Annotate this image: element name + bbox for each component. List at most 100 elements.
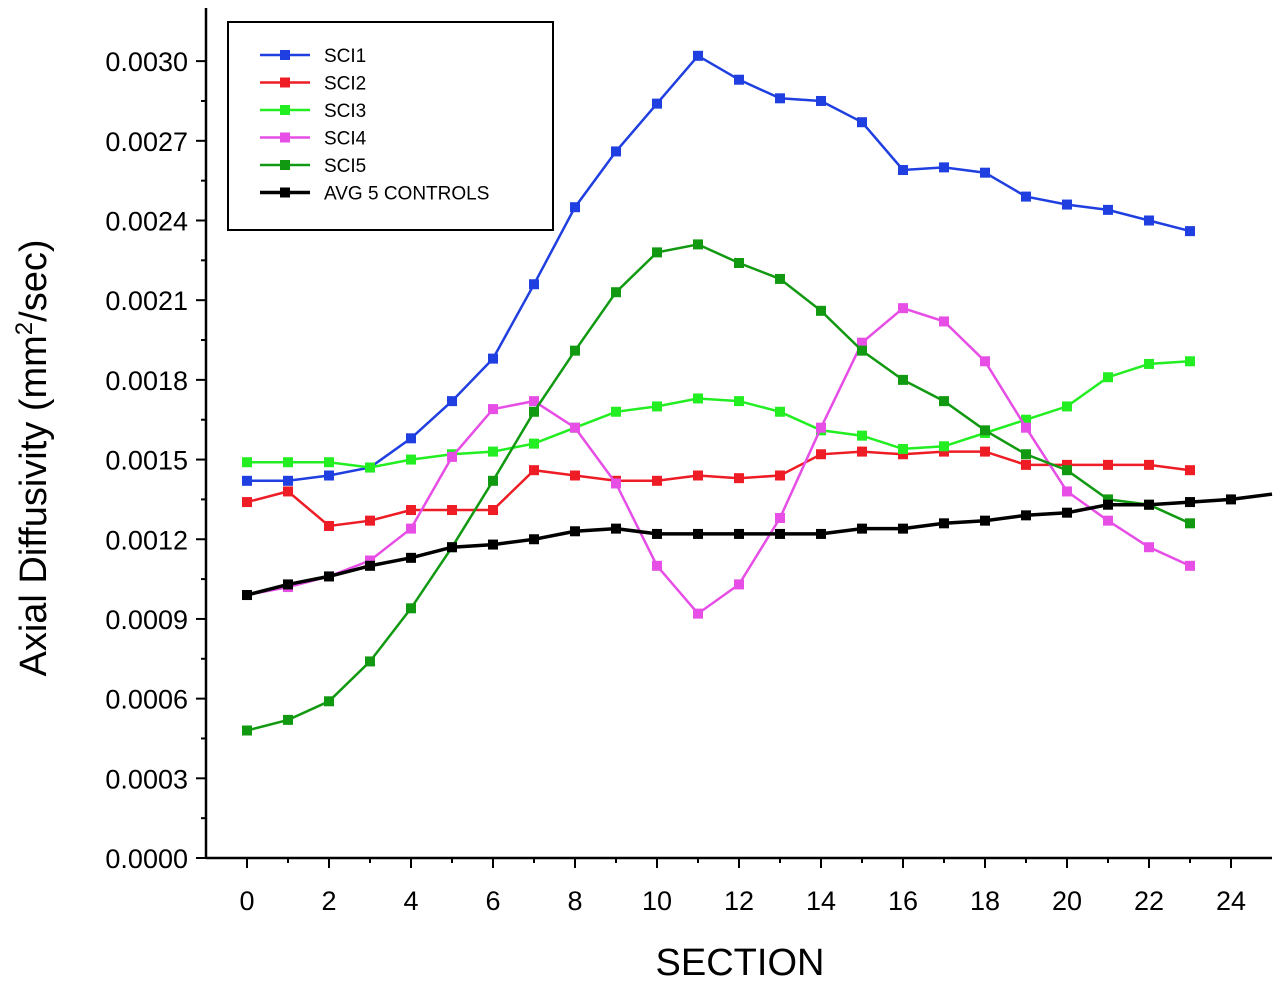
data-point — [857, 345, 867, 356]
data-point — [324, 571, 334, 582]
data-point — [693, 393, 703, 404]
data-point — [816, 422, 826, 433]
legend-marker — [280, 160, 290, 170]
legend-label: SCI1 — [324, 46, 366, 67]
data-point — [980, 515, 990, 526]
data-point — [324, 520, 334, 531]
data-point — [652, 247, 662, 258]
data-point — [1185, 465, 1195, 476]
data-point — [816, 528, 826, 539]
series-group — [242, 50, 1273, 736]
data-point — [365, 656, 375, 667]
data-point — [1062, 507, 1072, 518]
data-point — [529, 438, 539, 449]
y-tick-label: 0.0012 — [105, 525, 188, 555]
data-point — [939, 518, 949, 529]
data-point — [980, 167, 990, 178]
data-point — [898, 523, 908, 534]
data-point — [242, 725, 252, 736]
data-point — [611, 406, 621, 417]
data-point — [283, 475, 293, 486]
data-point — [693, 239, 703, 250]
data-point — [816, 305, 826, 316]
data-point — [324, 457, 334, 468]
legend-label: SCI2 — [324, 74, 366, 95]
data-point — [857, 430, 867, 441]
data-point — [1103, 204, 1113, 215]
data-point — [980, 356, 990, 367]
legend-label: SCI3 — [324, 101, 366, 122]
series-3 — [242, 356, 1195, 473]
data-point — [324, 696, 334, 707]
data-point — [447, 451, 457, 462]
legend-marker — [280, 132, 290, 143]
data-point — [242, 497, 252, 508]
data-point — [365, 462, 375, 473]
data-point — [1103, 459, 1113, 470]
data-point — [898, 449, 908, 460]
data-point — [611, 523, 621, 534]
data-point — [1185, 518, 1195, 529]
data-point — [1021, 449, 1031, 460]
data-point — [406, 433, 416, 444]
legend: SCI1 SCI2 SCI3 SCI4 SCI5 AVG 5 CONTROLS — [227, 21, 554, 231]
y-tick-label: 0.0015 — [105, 446, 188, 476]
data-point — [1144, 499, 1154, 510]
legend-label: SCI5 — [324, 156, 366, 177]
data-point — [775, 93, 785, 104]
y-tick-label: 0.0009 — [105, 605, 188, 635]
data-point — [857, 117, 867, 128]
series-line — [247, 360, 1191, 469]
data-point — [857, 446, 867, 457]
data-point — [570, 422, 580, 433]
x-tick-label: 6 — [485, 886, 500, 916]
data-point — [1062, 199, 1072, 210]
x-tick-label: 18 — [970, 886, 1000, 916]
series-line — [246, 450, 1191, 528]
y-tick-label: 0.0003 — [105, 764, 188, 794]
y-axis-title-suffix: /sec) — [13, 239, 55, 321]
data-point — [1226, 494, 1236, 505]
data-point — [734, 473, 744, 484]
data-point — [447, 542, 457, 553]
data-point — [365, 515, 375, 526]
data-point — [447, 396, 457, 407]
data-point — [611, 146, 621, 157]
data-point — [1021, 459, 1031, 470]
data-point — [775, 406, 785, 417]
data-point — [898, 165, 908, 176]
data-point — [1021, 510, 1031, 521]
x-tick-label: 0 — [239, 886, 254, 916]
data-point — [1062, 401, 1072, 412]
data-point — [1144, 459, 1154, 470]
data-point — [447, 505, 457, 516]
data-point — [939, 316, 949, 327]
data-point — [1103, 499, 1113, 510]
data-point — [775, 273, 785, 284]
data-point — [652, 401, 662, 412]
data-point — [1144, 542, 1154, 553]
data-point — [939, 446, 949, 457]
data-point — [1185, 356, 1195, 367]
legend-marker — [280, 187, 290, 198]
data-point — [1062, 459, 1072, 470]
y-tick-label: 0.0027 — [105, 127, 188, 157]
x-tick-label: 16 — [888, 886, 918, 916]
data-point — [242, 590, 252, 601]
data-point — [857, 523, 867, 534]
data-point — [1185, 560, 1195, 571]
series-line — [247, 54, 1191, 483]
data-point — [816, 449, 826, 460]
x-tick-label: 12 — [724, 886, 754, 916]
data-point — [734, 396, 744, 407]
data-point — [406, 603, 416, 614]
data-point — [406, 505, 416, 516]
x-tick-label: 2 — [321, 886, 336, 916]
legend-label: SCI4 — [324, 129, 367, 150]
data-point — [529, 406, 539, 417]
data-point — [488, 475, 498, 486]
x-axis-title: SECTION — [656, 942, 825, 984]
data-point — [775, 513, 785, 523]
series-1 — [242, 50, 1195, 486]
